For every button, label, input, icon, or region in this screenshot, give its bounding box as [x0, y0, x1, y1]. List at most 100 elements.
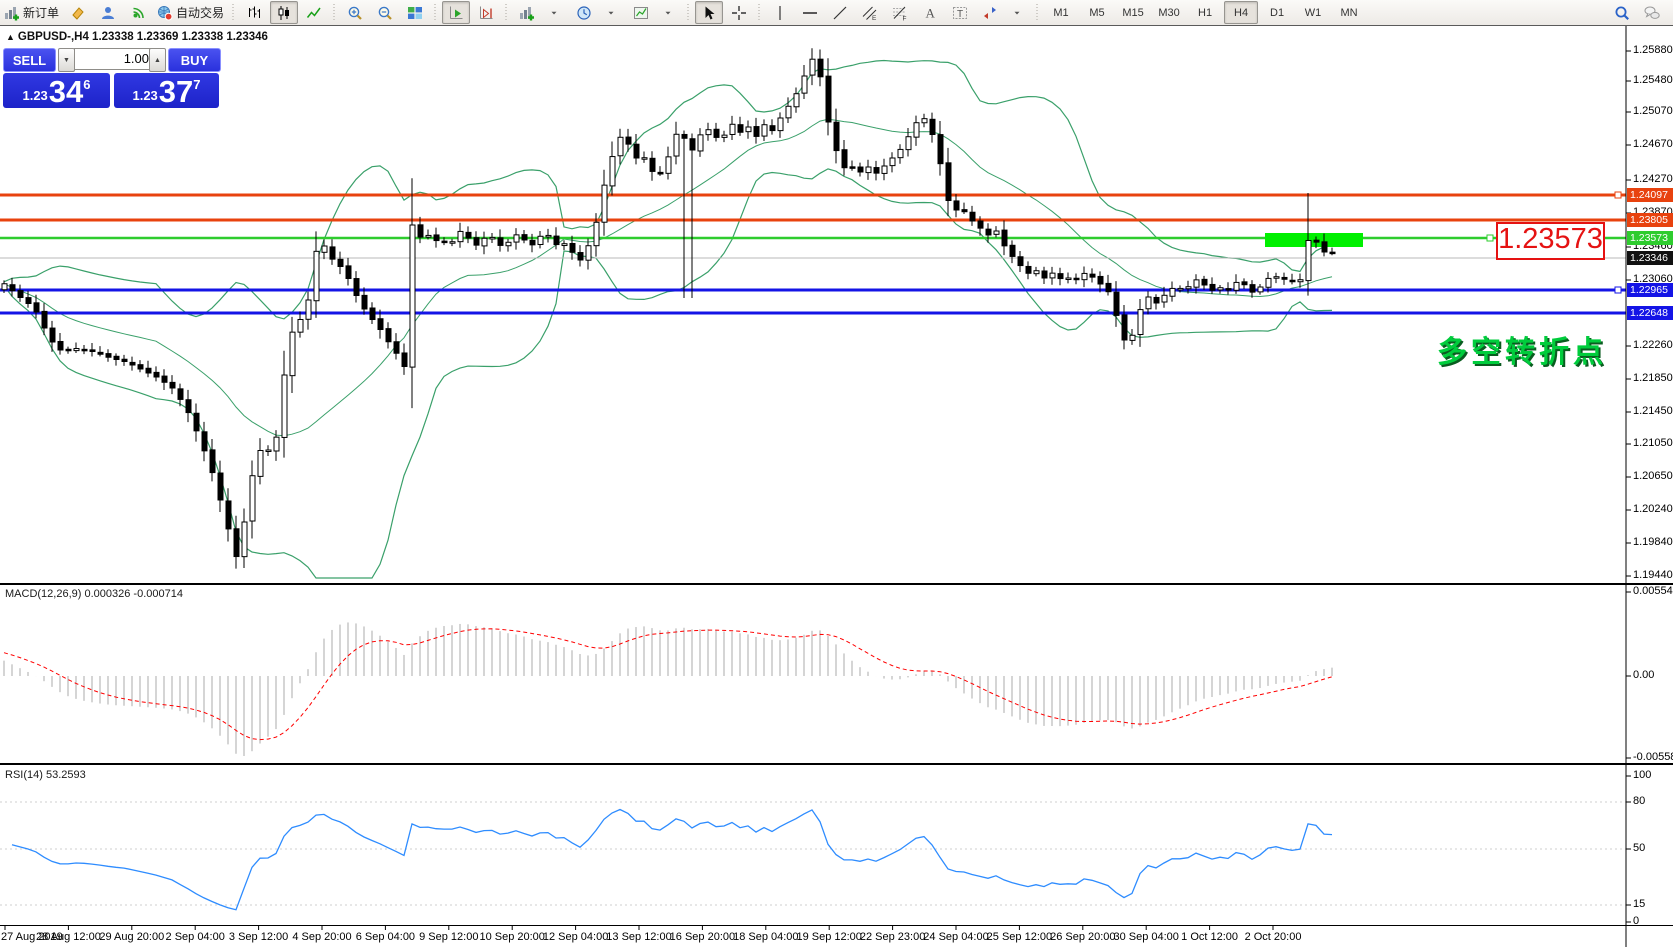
erase-objects[interactable] [64, 1, 92, 24]
bar-chart-mode[interactable] [240, 1, 268, 24]
fibonacci-tool[interactable]: F [886, 1, 914, 24]
horizontal-line-tool-icon [802, 5, 818, 21]
erase-objects-icon [70, 5, 86, 21]
accounts[interactable] [94, 1, 122, 24]
auto-scroll[interactable] [442, 1, 471, 24]
sell-button[interactable]: SELL [3, 48, 56, 72]
symbol-triangle-icon: ▲ [6, 32, 15, 42]
rsi-indicator[interactable] [0, 801, 1626, 911]
tf-m5[interactable]: M5 [1080, 1, 1114, 24]
indicators-menu-dropdown[interactable] [540, 1, 568, 24]
price-axis-tick: 1.20240 [1633, 503, 1673, 515]
signals-icon [130, 5, 146, 21]
toolbar-separator [686, 3, 692, 22]
horizontal-line-tool[interactable] [796, 1, 824, 24]
tf-m1[interactable]: M1 [1044, 1, 1078, 24]
tile-windows[interactable] [401, 1, 429, 24]
sell-price-display[interactable]: 1.23 34 6 [3, 73, 110, 108]
indicators-menu[interactable] [513, 1, 541, 24]
date-axis-label: 22 Sep 23:00 [859, 931, 926, 943]
vertical-line-tool-icon [772, 5, 788, 21]
community-chat-icon [1644, 5, 1660, 21]
autotrading-label: 自动交易 [176, 6, 225, 20]
candlestick-mode[interactable] [270, 1, 299, 24]
search-button[interactable] [1608, 1, 1636, 24]
chart-shift[interactable] [472, 1, 500, 24]
chinese-annotation[interactable]: 多空转折点 [1437, 336, 1607, 369]
arrows-tool[interactable] [976, 1, 1004, 24]
candlestick-series[interactable] [1, 48, 1336, 569]
tf-w1[interactable]: W1 [1296, 1, 1330, 24]
tf-m15[interactable]: M15 [1116, 1, 1150, 24]
new-order[interactable]: 新订单 [1, 1, 62, 24]
line-handle [1614, 286, 1622, 294]
tf-h1-label: H1 [1198, 6, 1213, 19]
text-tool[interactable]: A [916, 1, 944, 24]
volume-increase-button[interactable]: ▲ [149, 48, 166, 72]
rsi-axis-tick: 15 [1633, 898, 1646, 910]
upper-band [3, 59, 1333, 320]
horizontal-level-lines[interactable] [0, 191, 1626, 315]
tf-d1[interactable]: D1 [1260, 1, 1294, 24]
line-chart-mode-icon [306, 5, 322, 21]
arrows-tool-dropdown[interactable] [1003, 1, 1031, 24]
price-axis-tick: 1.19440 [1633, 569, 1673, 581]
bollinger-bands[interactable] [3, 59, 1333, 579]
date-axis-label: 1 Oct 12:00 [1181, 931, 1239, 943]
templates-menu-dropdown[interactable] [654, 1, 682, 24]
periods-menu[interactable] [570, 1, 598, 24]
rsi-line [11, 808, 1333, 911]
crosshair-tool[interactable] [725, 1, 753, 24]
symbol-ohlc-header: ▲ GBPUSD-,H4 1.23338 1.23369 1.23338 1.23… [6, 31, 268, 43]
tf-m30-label: M30 [1158, 6, 1180, 19]
volume-input[interactable]: 1.00 [74, 48, 156, 70]
price-callout-box[interactable]: 1.23573 [1496, 222, 1605, 260]
panel-frame [0, 26, 1673, 947]
date-axis-label: 18 Sep 04:00 [733, 931, 799, 943]
community-chat-button[interactable] [1638, 1, 1666, 24]
svg-text:E: E [872, 15, 877, 21]
price-axis-tick: 1.21850 [1633, 372, 1673, 384]
buy-price-small: 1.23 [132, 88, 158, 103]
channel-tool[interactable]: E [856, 1, 884, 24]
price-axis-tick: 1.25480 [1633, 74, 1673, 86]
svg-text:T: T [957, 8, 963, 19]
zoom-in-icon [347, 5, 363, 21]
vertical-line-tool[interactable] [766, 1, 794, 24]
rsi-axis-tick: 0 [1633, 915, 1640, 927]
svg-text:A: A [926, 5, 936, 20]
date-axis-label: 12 Sep 04:00 [542, 931, 609, 943]
macd-indicator[interactable] [3, 622, 1333, 756]
tf-mn[interactable]: MN [1332, 1, 1366, 24]
autotrading[interactable]: 自动交易 [154, 1, 227, 24]
zoom-in[interactable] [341, 1, 369, 24]
templates-menu[interactable] [627, 1, 655, 24]
line-chart-mode[interactable] [300, 1, 328, 24]
date-axis-label: 3 Sep 12:00 [228, 931, 289, 943]
periods-menu-dropdown[interactable] [597, 1, 625, 24]
macd-axis-tick: 0.00 [1633, 669, 1655, 681]
price-tag-1.24097: 1.24097 [1627, 188, 1673, 202]
buy-price-display[interactable]: 1.23 37 7 [114, 73, 219, 108]
tf-w1-label: W1 [1304, 6, 1322, 19]
cursor-tool-icon [701, 5, 717, 21]
buy-button[interactable]: BUY [168, 48, 221, 72]
label-tool-icon: T [952, 5, 968, 21]
label-tool[interactable]: T [946, 1, 974, 24]
price-tag-1.23805: 1.23805 [1627, 213, 1673, 227]
one-click-trade-panel: SELL ▼ 1.00 ▲ BUY 1.23 34 6 1.23 37 7 [3, 48, 221, 108]
date-axis-label: 2 Oct 20:00 [1244, 931, 1302, 943]
tf-h1[interactable]: H1 [1188, 1, 1222, 24]
tf-m30[interactable]: M30 [1152, 1, 1186, 24]
signals[interactable] [124, 1, 152, 24]
cursor-tool[interactable] [695, 1, 724, 24]
trendline-tool[interactable] [826, 1, 854, 24]
zoom-out[interactable] [371, 1, 399, 24]
volume-decrease-button[interactable]: ▼ [58, 48, 75, 72]
price-tag-1.23346: 1.23346 [1627, 251, 1673, 265]
search-icon [1614, 5, 1630, 21]
rsi-axis-tick: 50 [1633, 842, 1646, 854]
tf-h4[interactable]: H4 [1224, 1, 1259, 24]
sell-price-sup: 6 [83, 77, 91, 92]
